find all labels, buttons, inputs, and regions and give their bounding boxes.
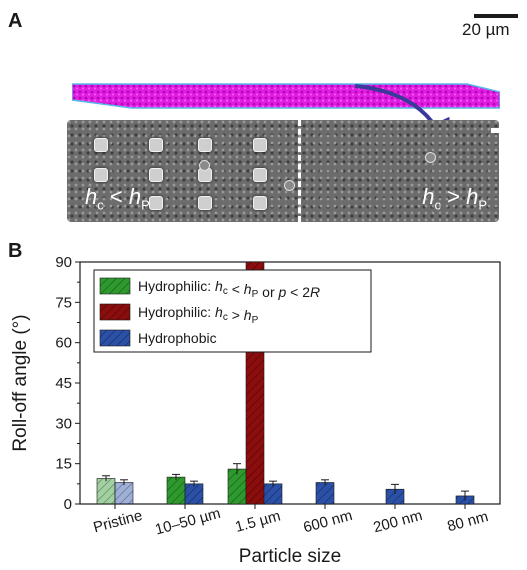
pillar: [253, 168, 267, 182]
legend-label-part: h: [244, 307, 252, 323]
label-h: h: [85, 183, 98, 209]
y-tick-label: 15: [55, 456, 72, 473]
panel-b-letter: B: [8, 240, 23, 262]
pillar: [198, 196, 212, 210]
x-tick-label: 1.5 µm: [233, 507, 282, 535]
panel-a-letter: A: [8, 10, 23, 32]
legend-label-part: p: [278, 284, 287, 300]
legend-label-part: >: [228, 307, 244, 323]
particle: [199, 160, 210, 171]
legend-label-part: c: [223, 312, 228, 323]
label-op: >: [441, 183, 467, 209]
pillar: [149, 168, 163, 182]
legend-label-part: h: [215, 304, 223, 320]
legend-label-part: Hydrophobic: [138, 330, 217, 346]
divider-line: [298, 120, 301, 222]
y-axis-label: Roll-off angle (°): [10, 314, 31, 451]
y-tick-label: 90: [55, 254, 72, 271]
pillar: [94, 138, 108, 152]
x-tick-label: 600 nm: [301, 507, 354, 536]
sem-micrograph: hc < hP hc > hP: [67, 120, 499, 222]
legend-label-part: or: [258, 284, 278, 300]
legend-label-part: c: [223, 286, 228, 297]
y-tick-label: 75: [55, 294, 72, 311]
plot-area: 0 15 30 45 60 75 90 Pristine 10–50 µm 1.5 µm 600 n…: [10, 254, 501, 567]
pillar: [94, 168, 108, 182]
pillar: [198, 138, 212, 152]
pillar: [149, 138, 163, 152]
label-sub: c: [434, 197, 442, 212]
legend-label-part: < 2: [286, 284, 310, 300]
bar-hatch: [115, 482, 133, 504]
legend-label-part: P: [252, 289, 259, 300]
x-tick-label: 200 nm: [371, 507, 424, 536]
roll-off-bar-chart: 0 15 30 45 60 75 90 Pristine 10–50 µm 1.5 µm 600 n…: [10, 254, 501, 567]
legend-label-part: R: [310, 284, 320, 300]
bar-hatch: [264, 483, 282, 504]
label-sub: c: [97, 197, 104, 212]
x-tick-label: 10–50 µm: [153, 505, 222, 539]
sem-scale-bar: [491, 128, 499, 133]
legend-swatch-hatch: [100, 278, 130, 294]
pillar: [253, 138, 267, 152]
particle: [425, 152, 436, 163]
label-hc-less-than-hp: hc < hP: [85, 184, 150, 212]
label-h: h: [466, 183, 479, 209]
y-tick-label: 30: [55, 415, 72, 432]
magenta-sheet: [72, 83, 500, 109]
pillar: [149, 196, 163, 210]
scale-bar: [474, 14, 518, 18]
legend-label: Hydrophilic: hc < hP or p < 2R: [138, 278, 320, 300]
label-h: h: [422, 183, 435, 209]
x-axis-label: Particle size: [239, 546, 341, 567]
legend-label-part: Hydrophilic:: [138, 304, 215, 320]
legend-label-part: Hydrophilic:: [138, 278, 215, 294]
y-tick-label: 45: [55, 375, 72, 392]
legend-label-part: h: [244, 281, 252, 297]
label-sub: P: [141, 197, 150, 212]
particle: [284, 180, 295, 191]
bar-hatch: [185, 483, 203, 504]
label-op: <: [103, 183, 129, 209]
bar-hatch: [97, 478, 115, 504]
label-hc-greater-than-hp: hc > hP: [422, 184, 487, 212]
legend-swatch-hatch: [100, 330, 130, 346]
bar-hatch: [316, 482, 334, 504]
y-tick-label: 60: [55, 335, 72, 352]
legend-label: Hydrophobic: [138, 330, 217, 346]
legend-label-part: P: [252, 315, 259, 326]
sample-3d-render: [72, 83, 500, 109]
bar-hatch: [228, 469, 246, 504]
scale-bar-label: 20 µm: [462, 20, 510, 39]
y-tick-label: 0: [64, 496, 72, 513]
legend-label-part: h: [215, 278, 223, 294]
x-tick-label: 80 nm: [445, 508, 490, 535]
legend-box: [93, 269, 372, 353]
bar-hatch: [167, 477, 185, 504]
bar-hatch: [386, 489, 404, 504]
x-tick-label: Pristine: [91, 507, 144, 536]
legend-swatch-hatch: [100, 304, 130, 320]
pillar: [253, 196, 267, 210]
label-sub: P: [478, 197, 487, 212]
legend-label: Hydrophilic: hc > hP: [138, 304, 259, 326]
label-h: h: [128, 183, 142, 209]
legend-label-part: <: [228, 281, 244, 297]
